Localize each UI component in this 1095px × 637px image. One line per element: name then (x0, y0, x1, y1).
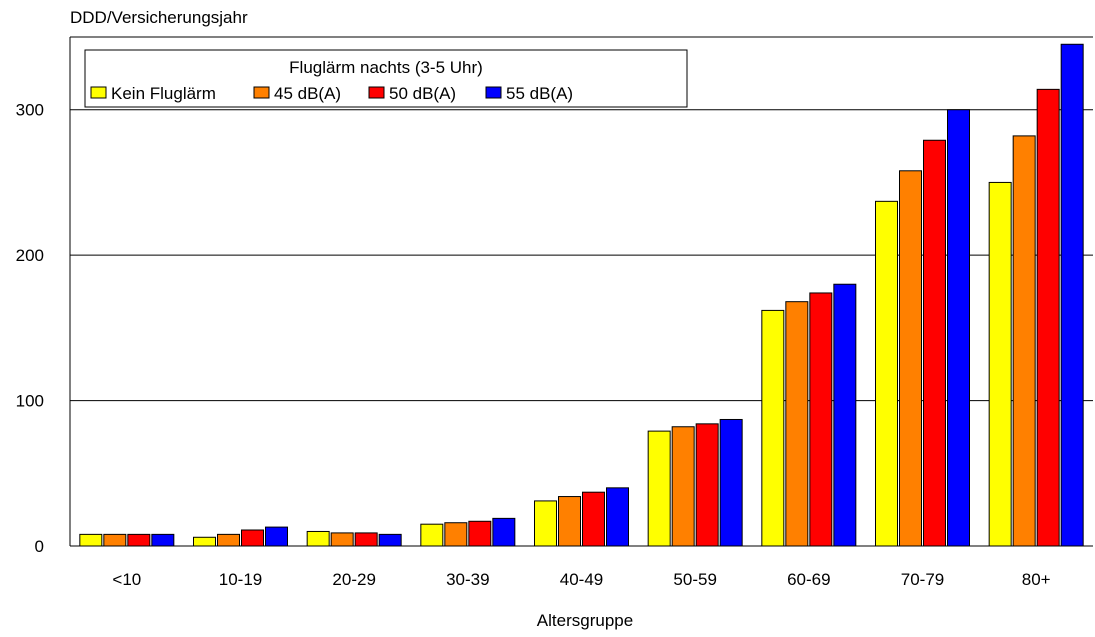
bar-80+-55 dB(A) (1060, 43, 1084, 547)
x-tick-label: 80+ (1022, 570, 1051, 589)
bar-<10-55 dB(A) (151, 533, 175, 547)
y-tick-label: 300 (16, 101, 44, 120)
bar-40-49-45 dB(A) (558, 496, 581, 547)
bar-10-19-50 dB(A) (241, 529, 264, 547)
x-tick-label: 40-49 (560, 570, 603, 589)
bar-40-49-50 dB(A) (582, 491, 605, 547)
bar-10-19-45 dB(A) (217, 533, 240, 547)
bar-20-29-55 dB(A) (378, 533, 402, 547)
legend-swatch (253, 86, 270, 99)
bar-20-29-50 dB(A) (354, 532, 378, 547)
bar-40-49-Kein Fluglärm (534, 500, 557, 547)
x-tick-label: 50-59 (673, 570, 716, 589)
bar-<10-Kein Fluglärm (79, 533, 103, 547)
y-tick-label: 200 (16, 246, 44, 265)
plot-frame (69, 36, 1093, 547)
grid-lines (70, 109, 1093, 402)
x-axis-ticks: <10 10-19 20-29 30-39 40-49 50-59 60-69 70-79 80… (112, 570, 1050, 589)
bar-30-39-Kein Fluglärm (420, 523, 444, 547)
bar-<10-45 dB(A) (103, 533, 127, 547)
bar-30-39-50 dB(A) (468, 520, 492, 547)
x-axis-label: Altersgruppe (537, 611, 633, 630)
x-tick-label: <10 (112, 570, 141, 589)
legend-items: Kein Fluglärm 45 dB(A) 50 dB(A) 55 dB(A) (90, 84, 573, 103)
legend-item-label: 50 dB(A) (389, 84, 456, 103)
y-axis-label: DDD/Versicherungsjahr (70, 8, 248, 27)
legend: Fluglärm nachts (3-5 Uhr) Kein Fluglärm 4… (84, 49, 688, 108)
x-tick-label: 60-69 (787, 570, 830, 589)
bar-80+-50 dB(A) (1036, 88, 1060, 547)
bar-30-39-55 dB(A) (492, 517, 516, 547)
bar-<10-50 dB(A) (127, 533, 151, 547)
bar-20-29-Kein Fluglärm (306, 530, 330, 547)
bar-70-79-45 dB(A) (899, 170, 922, 547)
bar-20-29-45 dB(A) (330, 532, 354, 547)
legend-box (84, 49, 688, 108)
bar-50-59-Kein Fluglärm (647, 430, 671, 547)
legend-swatch (368, 86, 385, 99)
legend-title: Fluglärm nachts (3-5 Uhr) (289, 58, 483, 77)
bar-40-49-55 dB(A) (606, 487, 629, 547)
bar-70-79-Kein Fluglärm (875, 200, 898, 547)
bar-60-69-55 dB(A) (833, 283, 857, 547)
bar-70-79-50 dB(A) (923, 139, 946, 547)
bar-60-69-45 dB(A) (785, 301, 809, 547)
bars-group (79, 43, 1084, 547)
x-tick-label: 30-39 (446, 570, 489, 589)
legend-item-label: Kein Fluglärm (111, 84, 216, 103)
y-tick-label: 0 (35, 537, 44, 556)
y-axis-ticks: 0 100 200 300 (16, 101, 44, 556)
legend-item-label: 45 dB(A) (274, 84, 341, 103)
bar-30-39-45 dB(A) (444, 522, 468, 547)
bar-50-59-50 dB(A) (695, 423, 719, 547)
bar-50-59-45 dB(A) (671, 426, 695, 547)
bar-60-69-50 dB(A) (809, 292, 833, 547)
x-tick-label: 10-19 (219, 570, 262, 589)
x-tick-label: 70-79 (901, 570, 944, 589)
legend-swatch (90, 86, 107, 99)
bar-10-19-55 dB(A) (265, 526, 288, 547)
legend-swatch (485, 86, 502, 99)
bar-50-59-55 dB(A) (719, 418, 743, 547)
bar-10-19-Kein Fluglärm (193, 536, 216, 547)
y-tick-label: 100 (16, 392, 44, 411)
bar-80+-45 dB(A) (1012, 135, 1036, 547)
x-tick-label: 20-29 (332, 570, 375, 589)
bar-60-69-Kein Fluglärm (761, 309, 785, 547)
legend-item-label: 55 dB(A) (506, 84, 573, 103)
bar-80+-Kein Fluglärm (988, 181, 1012, 547)
bar-70-79-55 dB(A) (947, 109, 970, 547)
